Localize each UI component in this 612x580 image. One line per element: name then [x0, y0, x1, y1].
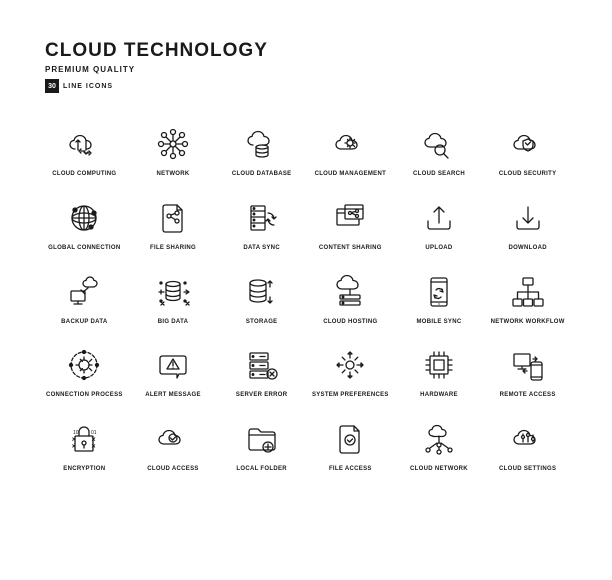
cloud-network-icon — [418, 418, 460, 460]
count-badge: 30 — [45, 79, 59, 93]
icon-cell: ALERT MESSAGE — [134, 344, 213, 400]
icon-cell: FILE SHARING — [134, 197, 213, 253]
icon-cell: CLOUD NETWORK — [400, 418, 479, 474]
icon-cell: BIG DATA — [134, 271, 213, 327]
icon-label: MOBILE SYNC — [417, 319, 462, 327]
icon-cell: GLOBAL CONNECTION — [45, 197, 124, 253]
icon-cell: CLOUD SEARCH — [400, 123, 479, 179]
local-folder-icon — [241, 418, 283, 460]
download-icon — [507, 197, 549, 239]
icon-cell: CLOUD HOSTING — [311, 271, 390, 327]
cloud-hosting-icon — [329, 271, 371, 313]
icon-label: CLOUD SETTINGS — [499, 466, 556, 474]
upload-icon — [418, 197, 460, 239]
page-title: CLOUD TECHNOLOGY — [45, 40, 567, 62]
cloud-access-icon — [152, 418, 194, 460]
cloud-security-icon — [507, 123, 549, 165]
icon-label: ENCRYPTION — [63, 466, 105, 474]
server-error-icon — [241, 344, 283, 386]
file-sharing-icon — [152, 197, 194, 239]
icon-cell: CLOUD DATABASE — [222, 123, 301, 179]
backup-data-icon — [63, 271, 105, 313]
icon-cell: CLOUD ACCESS — [134, 418, 213, 474]
icon-label: CLOUD SECURITY — [499, 171, 557, 179]
cloud-settings-icon — [507, 418, 549, 460]
cloud-management-icon — [329, 123, 371, 165]
count-label: LINE ICONS — [63, 83, 113, 90]
icon-cell: CONNECTION PROCESS — [45, 344, 124, 400]
icon-cell: SERVER ERROR — [222, 344, 301, 400]
icon-label: UPLOAD — [425, 245, 452, 253]
icon-cell: 10 01 ENCRYPTION — [45, 418, 124, 474]
count-row: 30 LINE ICONS — [45, 79, 567, 93]
icon-cell: DOWNLOAD — [488, 197, 567, 253]
cloud-search-icon — [418, 123, 460, 165]
icon-label: NETWORK — [156, 171, 189, 179]
icon-label: SERVER ERROR — [236, 392, 288, 400]
icon-cell: FILE ACCESS — [311, 418, 390, 474]
icon-label: CONNECTION PROCESS — [46, 392, 123, 400]
icon-label: FILE SHARING — [150, 245, 196, 253]
network-icon — [152, 123, 194, 165]
icon-cell: STORAGE — [222, 271, 301, 327]
encryption-icon: 10 01 — [63, 418, 105, 460]
icon-cell: CLOUD MANAGEMENT — [311, 123, 390, 179]
icon-label: CLOUD HOSTING — [323, 319, 377, 327]
icon-cell: DATA SYNC — [222, 197, 301, 253]
icon-label: CLOUD DATABASE — [232, 171, 292, 179]
icon-cell: CLOUD SETTINGS — [488, 418, 567, 474]
svg-text:10: 10 — [73, 430, 79, 436]
storage-icon — [241, 271, 283, 313]
icon-label: CLOUD COMPUTING — [52, 171, 116, 179]
global-connection-icon — [63, 197, 105, 239]
icon-label: CONTENT SHARING — [319, 245, 382, 253]
network-workflow-icon — [507, 271, 549, 313]
icon-cell: LOCAL FOLDER — [222, 418, 301, 474]
icon-label: CLOUD ACCESS — [147, 466, 198, 474]
icon-label: CLOUD SEARCH — [413, 171, 465, 179]
icon-label: LOCAL FOLDER — [236, 466, 287, 474]
icon-cell: BACKUP DATA — [45, 271, 124, 327]
icon-label: NETWORK WORKFLOW — [491, 319, 565, 327]
icon-cell: MOBILE SYNC — [400, 271, 479, 327]
connection-process-icon — [63, 344, 105, 386]
header: CLOUD TECHNOLOGY PREMIUM QUALITY 30 LINE… — [45, 40, 567, 93]
icon-label: CLOUD MANAGEMENT — [315, 171, 386, 179]
remote-access-icon — [507, 344, 549, 386]
cloud-computing-icon — [63, 123, 105, 165]
icon-cell: UPLOAD — [400, 197, 479, 253]
cloud-database-icon — [241, 123, 283, 165]
icon-label: DATA SYNC — [243, 245, 280, 253]
icon-label: GLOBAL CONNECTION — [48, 245, 120, 253]
mobile-sync-icon — [418, 271, 460, 313]
icon-label: CLOUD NETWORK — [410, 466, 468, 474]
icon-label: BACKUP DATA — [61, 319, 107, 327]
icon-label: HARDWARE — [420, 392, 458, 400]
icon-label: SYSTEM PREFERENCES — [312, 392, 389, 400]
system-preferences-icon — [329, 344, 371, 386]
icon-cell: REMOTE ACCESS — [488, 344, 567, 400]
icon-label: BIG DATA — [158, 319, 189, 327]
icon-cell: NETWORK WORKFLOW — [488, 271, 567, 327]
icon-label: FILE ACCESS — [329, 466, 372, 474]
icon-cell: SYSTEM PREFERENCES — [311, 344, 390, 400]
icon-label: DOWNLOAD — [508, 245, 546, 253]
file-access-icon — [329, 418, 371, 460]
icon-grid: CLOUD COMPUTING NETWORK CLOUD DATABASE CLOU… — [45, 123, 567, 474]
icon-cell: CONTENT SHARING — [311, 197, 390, 253]
icon-label: REMOTE ACCESS — [500, 392, 556, 400]
svg-text:01: 01 — [91, 430, 97, 436]
data-sync-icon — [241, 197, 283, 239]
alert-message-icon — [152, 344, 194, 386]
icon-cell: CLOUD COMPUTING — [45, 123, 124, 179]
hardware-icon — [418, 344, 460, 386]
icon-label: STORAGE — [246, 319, 278, 327]
icon-cell: NETWORK — [134, 123, 213, 179]
icon-cell: HARDWARE — [400, 344, 479, 400]
icon-cell: CLOUD SECURITY — [488, 123, 567, 179]
big-data-icon — [152, 271, 194, 313]
icon-label: ALERT MESSAGE — [145, 392, 201, 400]
content-sharing-icon — [329, 197, 371, 239]
subtitle: PREMIUM QUALITY — [45, 65, 567, 74]
